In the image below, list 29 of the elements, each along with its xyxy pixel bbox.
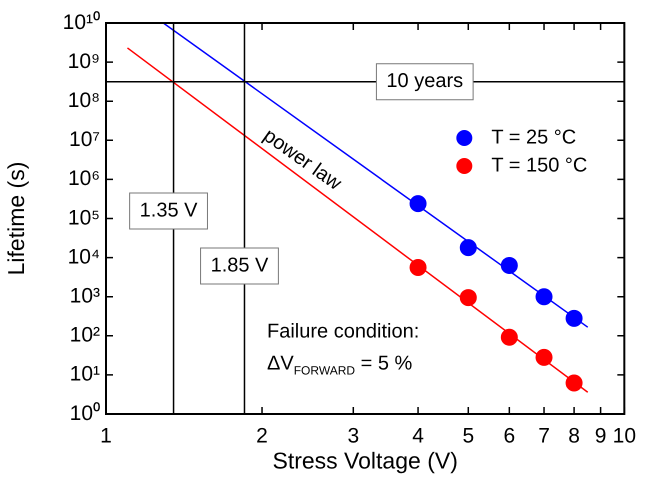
y-tick-label: 10⁰ [70,402,100,425]
y-tick-label: 10⁸ [68,88,100,112]
x-tick-label: 10 [612,424,636,448]
y-tick-label: 10³ [70,284,100,308]
y-tick-label: 10⁵ [68,206,100,230]
y-tick-label: 10⁷ [69,128,100,152]
x-tick-label: 7 [538,424,550,448]
x-tick-label: 4 [412,424,424,448]
annotation: Failure condition: [267,320,420,343]
ref-line-label: 1.85 V [210,254,270,277]
x-tick-label: 6 [503,424,516,448]
x-tick-label: 2 [256,424,268,448]
y-tick-label: 10² [70,324,100,347]
x-tick-label: 9 [594,424,606,448]
y-tick-label: 10¹⁰ [62,10,100,34]
ref-line-label: 10 years [386,70,464,92]
y-tick-label: 10¹ [70,362,100,386]
legend-label: T = 150 °C [491,154,588,177]
y-tick-label: 10⁶ [68,167,100,190]
y-tick-label: 10⁴ [68,245,100,268]
x-axis-title: Stress Voltage (V) [272,448,458,474]
x-tick-label: 5 [462,424,474,448]
ref-line-label: 1.35 V [140,200,198,222]
x-tick-label: 3 [347,424,360,448]
x-tick-label: 1 [100,424,112,448]
legend-label: T = 25 °C [491,126,576,149]
y-tick-label: 10⁹ [68,50,100,73]
x-tick-label: 8 [568,424,580,448]
y-axis-title: Lifetime (s) [3,162,30,276]
